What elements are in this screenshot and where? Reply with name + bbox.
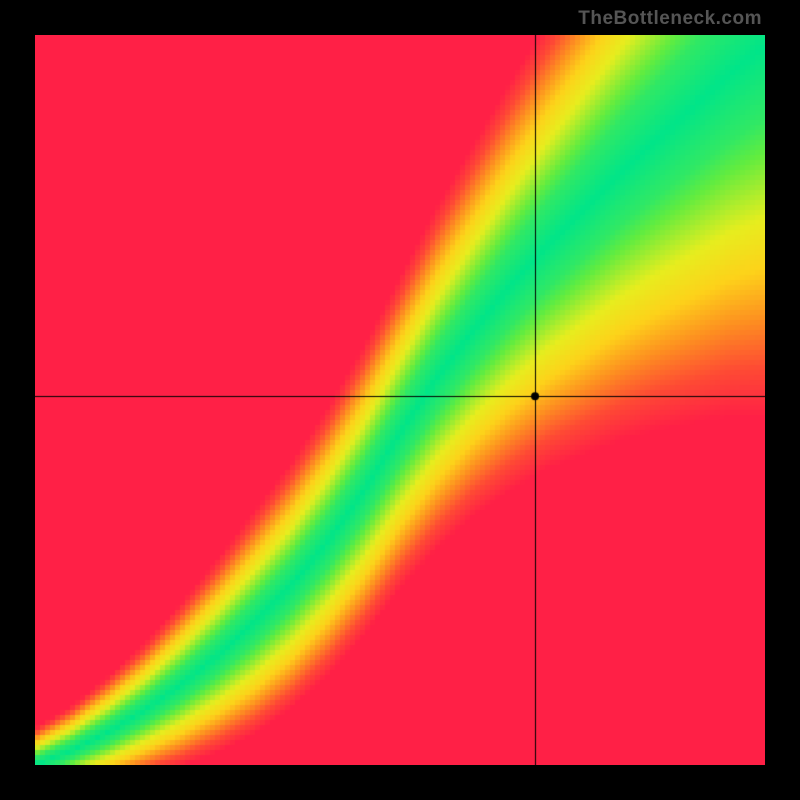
heatmap-canvas [35, 35, 765, 765]
watermark-text: TheBottleneck.com [578, 8, 762, 30]
chart-frame: TheBottleneck.com [0, 0, 800, 800]
heatmap-plot [35, 35, 765, 765]
